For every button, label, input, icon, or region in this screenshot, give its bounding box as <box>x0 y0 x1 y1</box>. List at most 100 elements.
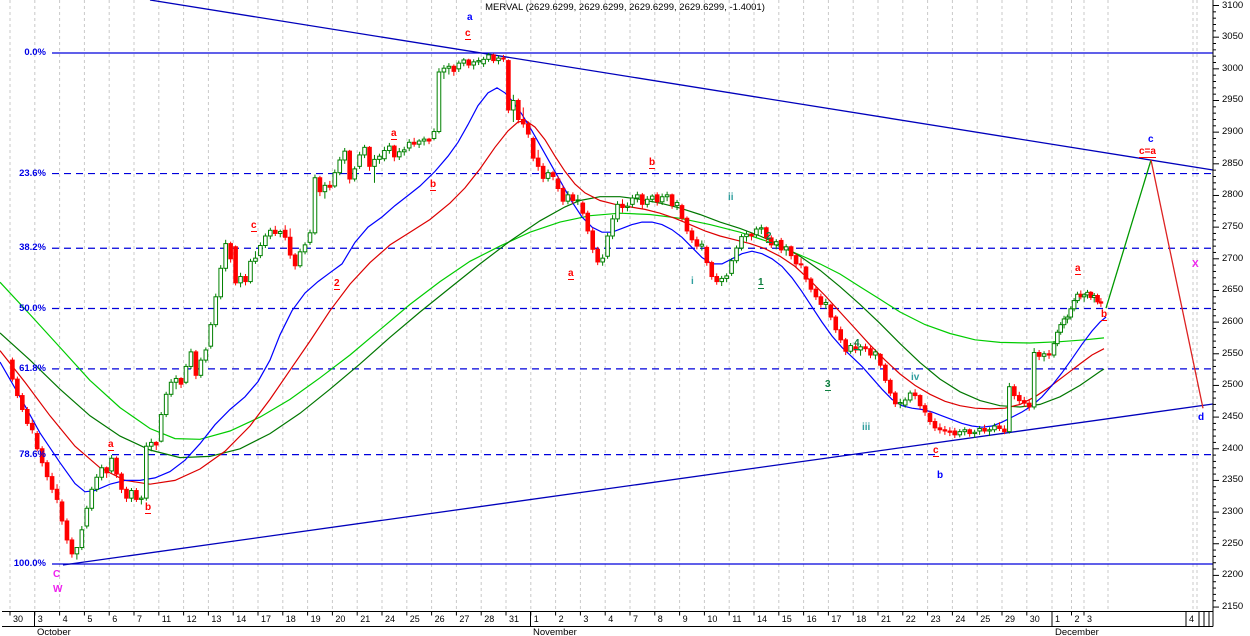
candle-body-down <box>49 476 55 490</box>
wave-label-b: b <box>1101 309 1108 321</box>
candle-body-up <box>545 172 551 179</box>
candle-body-down <box>1046 353 1052 356</box>
candle-body-down <box>1021 400 1027 404</box>
price-axis-label: 2650 <box>1222 284 1244 296</box>
candle-body-up <box>699 243 705 247</box>
candle-body-up <box>610 218 615 237</box>
price-axis-label: 2250 <box>1222 537 1244 549</box>
date-label: 17 <box>831 613 842 624</box>
candle-body-down <box>828 304 834 318</box>
date-label: 10 <box>707 613 718 624</box>
candle-body-up <box>109 457 114 472</box>
wave-label-d: d <box>1198 412 1205 423</box>
candle-body-up <box>773 241 779 246</box>
fib-label-61.8%: 61.8% <box>19 362 46 374</box>
candle-body-down <box>525 123 531 135</box>
price-axis-label: 2150 <box>1222 601 1244 613</box>
candle-body-up <box>907 392 913 401</box>
candle-body-up <box>446 65 452 69</box>
candle-body-up <box>144 445 149 499</box>
date-label: 1 <box>1055 613 1061 624</box>
price-axis-label: 2950 <box>1222 94 1244 106</box>
date-label: 21 <box>881 613 892 624</box>
candle-body-down <box>501 57 506 60</box>
candle-body-up <box>1075 293 1080 302</box>
candle-body-down <box>788 246 794 257</box>
candle-body-up <box>481 58 486 65</box>
candle-body-up <box>972 431 977 435</box>
candle-body-up <box>957 431 963 436</box>
candle-body-down <box>778 239 784 251</box>
candle-body-down <box>10 359 15 380</box>
candle-body-down <box>426 138 432 142</box>
candle-body-up <box>148 441 154 447</box>
candle-body-down <box>392 145 397 158</box>
candle-body-up <box>897 402 903 405</box>
candle-body-down <box>868 348 873 356</box>
wave-label-c: c <box>933 445 939 457</box>
candle-body-down <box>1095 295 1100 303</box>
candle-body-up <box>456 62 462 70</box>
wave-label-a: a <box>391 128 397 140</box>
candle-body-down <box>466 59 472 66</box>
candle-body-down <box>833 316 839 331</box>
month-label-october: October <box>37 626 71 636</box>
date-label: 15 <box>781 613 792 624</box>
candle-body-up <box>163 393 169 416</box>
candle-body-down <box>679 205 685 219</box>
candle-body-up <box>992 425 997 431</box>
candle-body-down <box>749 233 754 237</box>
candle-body-down <box>843 339 848 352</box>
price-axis-label: 2750 <box>1222 221 1244 233</box>
candle-body-up <box>511 99 516 111</box>
candle-body-down <box>520 118 526 125</box>
date-label: 2 <box>1074 613 1080 624</box>
candle-body-down <box>411 141 417 145</box>
wave-label-b: b <box>430 179 437 191</box>
candle-body-down <box>838 329 844 341</box>
date-label: 30 <box>1029 613 1040 624</box>
candle-body-up <box>471 61 476 66</box>
wave-label-C: C <box>53 569 61 580</box>
candle-body-down <box>104 467 109 474</box>
candle-body-up <box>902 399 908 406</box>
ma-dkgreen <box>0 196 1105 459</box>
wave-label-c: c <box>465 28 471 40</box>
candle-body-up <box>729 260 734 274</box>
candle-body-down <box>272 229 278 234</box>
candle-body-up <box>223 243 228 269</box>
candle-body-up <box>1051 343 1057 356</box>
candle-body-down <box>595 248 600 263</box>
candle-body-up <box>253 257 258 262</box>
candle-body-up <box>431 131 437 139</box>
candle-body-down <box>917 395 923 407</box>
candle-body-down <box>34 433 40 450</box>
date-label: 31 <box>509 613 520 624</box>
candle-body-down <box>20 395 25 410</box>
candle-body-up <box>823 301 829 305</box>
fib-label-38.2%: 38.2% <box>19 242 46 254</box>
date-label: 13 <box>211 613 222 624</box>
date-label: 29 <box>1005 613 1016 624</box>
candle-body-down <box>808 278 814 290</box>
date-label: 9 <box>682 613 688 624</box>
candle-body-up <box>754 228 759 236</box>
candle-body-down <box>228 243 233 260</box>
candle-body-up <box>739 236 744 249</box>
candle-body-down <box>317 177 323 193</box>
candle-body-down <box>888 379 893 394</box>
projection-wave-d-down <box>1150 159 1204 409</box>
date-label: 4 <box>62 613 68 624</box>
candle-body-down <box>491 54 496 62</box>
candle-body-up <box>218 267 224 298</box>
candle-body-up <box>183 365 189 383</box>
wave-label-c=a: c=a <box>1139 146 1156 158</box>
wave-label-a: a <box>108 439 114 451</box>
candle-body-up <box>734 247 739 262</box>
date-label: 16 <box>806 613 817 624</box>
wave-label-4: 4 <box>854 338 860 350</box>
candle-body-up <box>1055 331 1060 345</box>
candle-body-up <box>977 427 982 432</box>
candle-body-down <box>114 457 119 475</box>
